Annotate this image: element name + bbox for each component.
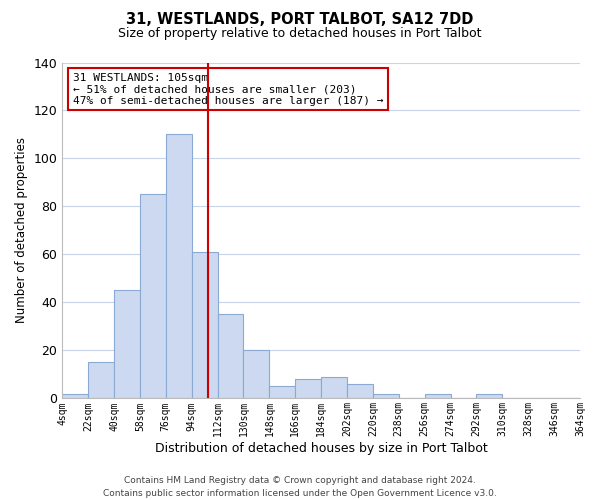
Bar [347, 384, 373, 398]
Bar [269, 386, 295, 398]
Bar [425, 394, 451, 398]
Bar [88, 362, 114, 398]
Text: 31 WESTLANDS: 105sqm
← 51% of detached houses are smaller (203)
47% of semi-deta: 31 WESTLANDS: 105sqm ← 51% of detached h… [73, 72, 383, 106]
Text: Contains HM Land Registry data © Crown copyright and database right 2024.
Contai: Contains HM Land Registry data © Crown c… [103, 476, 497, 498]
Bar [192, 252, 218, 398]
Bar [373, 394, 399, 398]
Y-axis label: Number of detached properties: Number of detached properties [15, 138, 28, 324]
Bar [62, 394, 88, 398]
Bar [218, 314, 244, 398]
Text: Size of property relative to detached houses in Port Talbot: Size of property relative to detached ho… [118, 28, 482, 40]
Bar [476, 394, 502, 398]
Bar [321, 377, 347, 398]
Bar [166, 134, 192, 398]
Text: 31, WESTLANDS, PORT TALBOT, SA12 7DD: 31, WESTLANDS, PORT TALBOT, SA12 7DD [127, 12, 473, 28]
Bar [244, 350, 269, 399]
X-axis label: Distribution of detached houses by size in Port Talbot: Distribution of detached houses by size … [155, 442, 488, 455]
Bar [114, 290, 140, 399]
Bar [140, 194, 166, 398]
Bar [295, 379, 321, 398]
